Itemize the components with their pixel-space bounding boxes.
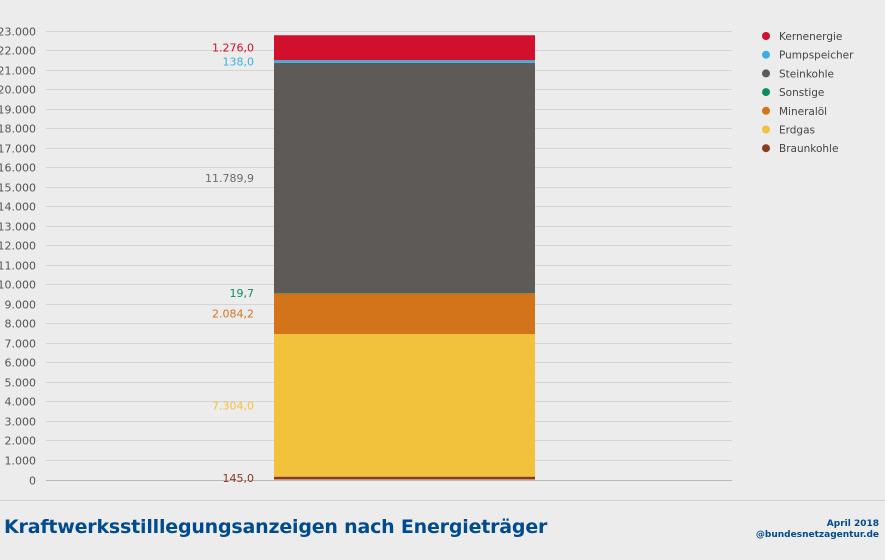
credit-block: April 2018 @bundesnetzagentur.de [756, 519, 879, 541]
data-label-mineraloel: 2.084,2 [212, 308, 254, 321]
data-label-erdgas: 7.304,0 [212, 399, 254, 412]
y-axis-ticks: 0 1.000 2.000 3.000 4.000 5.000 6.000 7.000 8.00… [0, 26, 36, 488]
y-tick-label: 12.000 [0, 240, 36, 253]
data-label-kernenergie: 1.276,0 [212, 42, 254, 55]
legend: Kernenergie Pumpspeicher Steinkohle Sonstig… [762, 31, 854, 155]
y-tick-label: 23.000 [0, 26, 36, 39]
y-tick-label: 10.000 [0, 279, 36, 292]
y-tick-label: 15.000 [0, 182, 36, 195]
y-tick-label: 8.000 [5, 318, 37, 331]
bar-segment-braunkohle [274, 476, 535, 480]
data-label-sonstige: 19,7 [230, 287, 255, 300]
y-tick-label: 18.000 [0, 123, 36, 136]
y-tick-label: 11.000 [0, 260, 36, 273]
legend-label-pumpspeicher: Pumpspeicher [779, 50, 854, 62]
legend-label-braunkohle: Braunkohle [779, 143, 838, 155]
legend-label-erdgas: Erdgas [779, 125, 815, 137]
data-labels: 145,0 7.304,0 2.084,2 19,7 11.789,9 138,01.27… [205, 42, 254, 485]
y-tick-label: 2.000 [5, 435, 37, 448]
legend-label-mineraloel: Mineralöl [779, 106, 827, 118]
legend-marker-mineraloel [762, 106, 770, 115]
y-tick-label: 0 [29, 475, 36, 488]
y-tick-label: 9.000 [5, 299, 37, 312]
y-tick-label: 1.000 [5, 455, 37, 468]
data-label-braunkohle: 145,0 [223, 472, 255, 485]
legend-marker-pumpspeicher [762, 50, 770, 59]
legend-marker-steinkohle [762, 69, 770, 78]
y-tick-label: 19.000 [0, 104, 36, 117]
y-tick-label: 5.000 [5, 377, 37, 390]
stacked-bar [274, 35, 535, 480]
y-tick-label: 21.000 [0, 65, 36, 78]
legend-label-sonstige: Sonstige [779, 87, 824, 99]
legend-label-kernenergie: Kernenergie [779, 31, 842, 43]
legend-marker-erdgas [762, 125, 770, 134]
credit-date: April 2018 [826, 519, 879, 529]
legend-label-steinkohle: Steinkohle [779, 68, 834, 80]
credit-source: @bundesnetzagentur.de [755, 530, 879, 540]
y-tick-label: 22.000 [0, 45, 36, 58]
bar-segment-steinkohle [274, 62, 535, 294]
y-tick-label: 17.000 [0, 143, 36, 156]
y-tick-label: 13.000 [0, 221, 36, 234]
y-tick-label: 16.000 [0, 162, 36, 175]
data-label-steinkohle: 11.789,9 [205, 172, 254, 185]
bar-segment-mineraloel [274, 293, 535, 335]
data-label-pumpspeicher: 138,0 [223, 56, 255, 69]
footer-divider [0, 500, 885, 501]
y-tick-label: 7.000 [5, 338, 37, 351]
chart-title: Kraftwerksstilllegungsanzeigen nach Ener… [4, 516, 548, 538]
y-tick-label: 4.000 [5, 396, 37, 409]
legend-marker-sonstige [762, 88, 770, 97]
y-tick-label: 3.000 [5, 416, 37, 429]
chart: 0 1.000 2.000 3.000 4.000 5.000 6.000 7.000 8.00… [0, 26, 854, 488]
bar-segment-pumpspeicher [274, 60, 535, 63]
legend-marker-braunkohle [762, 144, 770, 153]
y-tick-label: 20.000 [0, 84, 36, 97]
y-tick-label: 6.000 [5, 357, 37, 370]
bar-segment-erdgas [274, 334, 535, 477]
bar-segment-kernenergie [274, 35, 535, 61]
legend-marker-kernenergie [762, 32, 770, 40]
y-tick-label: 14.000 [0, 201, 36, 214]
